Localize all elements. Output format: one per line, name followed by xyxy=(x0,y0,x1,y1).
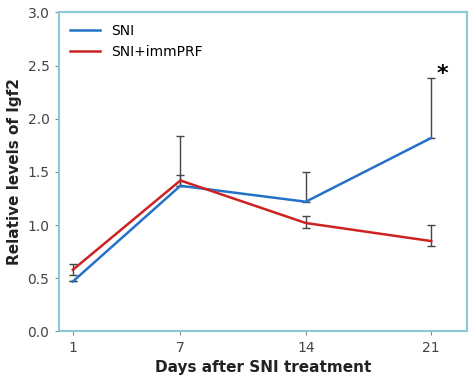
Text: *: * xyxy=(437,64,448,84)
Legend: SNI, SNI+immPRF: SNI, SNI+immPRF xyxy=(65,19,207,63)
X-axis label: Days after SNI treatment: Days after SNI treatment xyxy=(155,360,371,375)
Y-axis label: Relative levels of Igf2: Relative levels of Igf2 xyxy=(7,78,22,265)
